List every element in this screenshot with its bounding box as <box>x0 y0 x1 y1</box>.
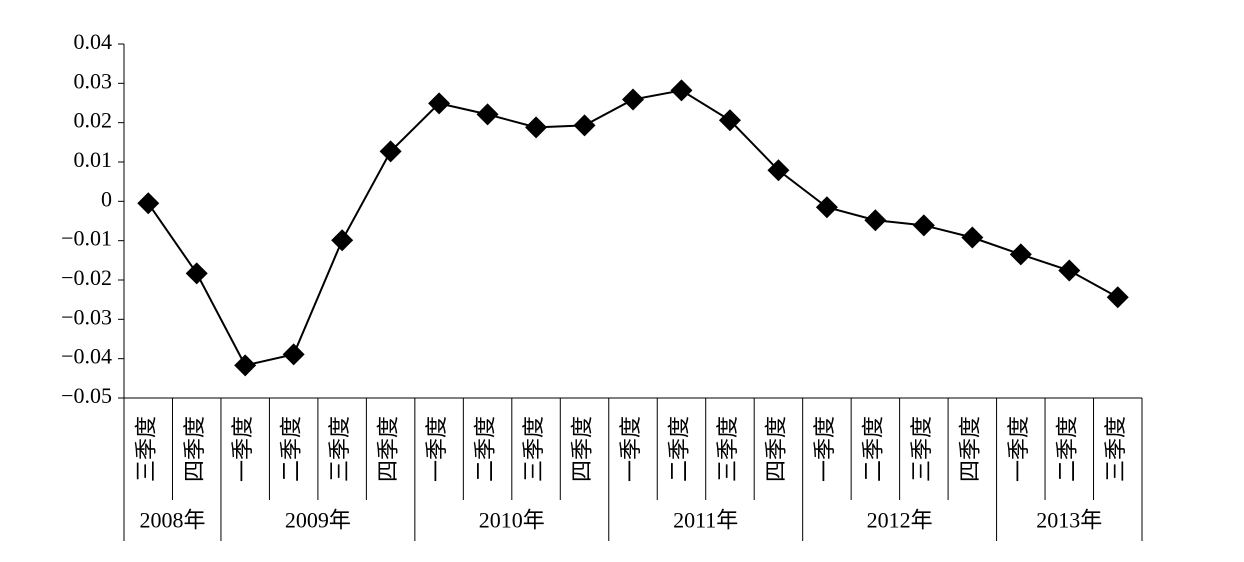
x-tick-label: 一季度 <box>812 416 837 482</box>
y-tick-label: 0.04 <box>74 29 113 54</box>
marker <box>234 354 257 377</box>
x-tick-label: 三季度 <box>133 416 158 482</box>
marker <box>1058 259 1081 282</box>
marker <box>428 92 451 115</box>
marker <box>912 214 935 237</box>
y-tick-label: 0 <box>101 186 112 211</box>
y-tick-label: −0.03 <box>61 304 112 329</box>
x-tick-label: 三季度 <box>715 416 740 482</box>
marker <box>573 114 596 137</box>
x-tick-label: 二季度 <box>1054 416 1079 482</box>
x-tick-label: 一季度 <box>618 416 643 482</box>
group-label: 2011年 <box>673 508 738 533</box>
marker <box>1009 243 1032 266</box>
group-label: 2013年 <box>1036 508 1102 533</box>
marker <box>379 140 402 163</box>
x-tick-label: 四季度 <box>570 416 595 482</box>
group-label: 2012年 <box>867 508 933 533</box>
marker <box>476 103 499 126</box>
marker <box>137 192 160 215</box>
x-tick-label: 一季度 <box>230 416 255 482</box>
marker <box>1106 286 1129 309</box>
marker <box>864 209 887 232</box>
marker <box>185 262 208 285</box>
marker <box>670 79 693 102</box>
y-tick-label: 0.01 <box>74 147 113 172</box>
x-tick-label: 二季度 <box>667 416 692 482</box>
group-label: 2010年 <box>479 508 545 533</box>
x-tick-label: 二季度 <box>473 416 498 482</box>
x-tick-label: 三季度 <box>327 416 352 482</box>
marker <box>525 116 548 139</box>
group-label: 2009年 <box>285 508 351 533</box>
x-tick-label: 四季度 <box>376 416 401 482</box>
x-tick-label: 三季度 <box>521 416 546 482</box>
x-tick-label: 二季度 <box>860 416 885 482</box>
marker <box>815 196 838 219</box>
x-tick-label: 一季度 <box>1006 416 1031 482</box>
y-tick-label: −0.04 <box>61 344 112 369</box>
x-tick-label: 三季度 <box>909 416 934 482</box>
marker <box>282 343 305 366</box>
x-tick-label: 四季度 <box>763 416 788 482</box>
marker <box>767 159 790 182</box>
y-tick-label: 0.02 <box>74 108 113 133</box>
x-tick-label: 四季度 <box>957 416 982 482</box>
x-tick-label: 四季度 <box>182 416 207 482</box>
x-tick-label: 一季度 <box>424 416 449 482</box>
y-tick-label: −0.02 <box>61 265 112 290</box>
marker <box>331 229 354 252</box>
y-tick-label: 0.03 <box>74 68 113 93</box>
marker <box>622 88 644 111</box>
x-tick-label: 二季度 <box>279 416 304 482</box>
marker <box>718 109 741 132</box>
y-tick-label: −0.01 <box>61 226 112 251</box>
x-tick-label: 三季度 <box>1103 416 1128 482</box>
y-tick-label: −0.05 <box>61 383 112 408</box>
marker <box>961 226 984 249</box>
group-label: 2008年 <box>139 508 205 533</box>
